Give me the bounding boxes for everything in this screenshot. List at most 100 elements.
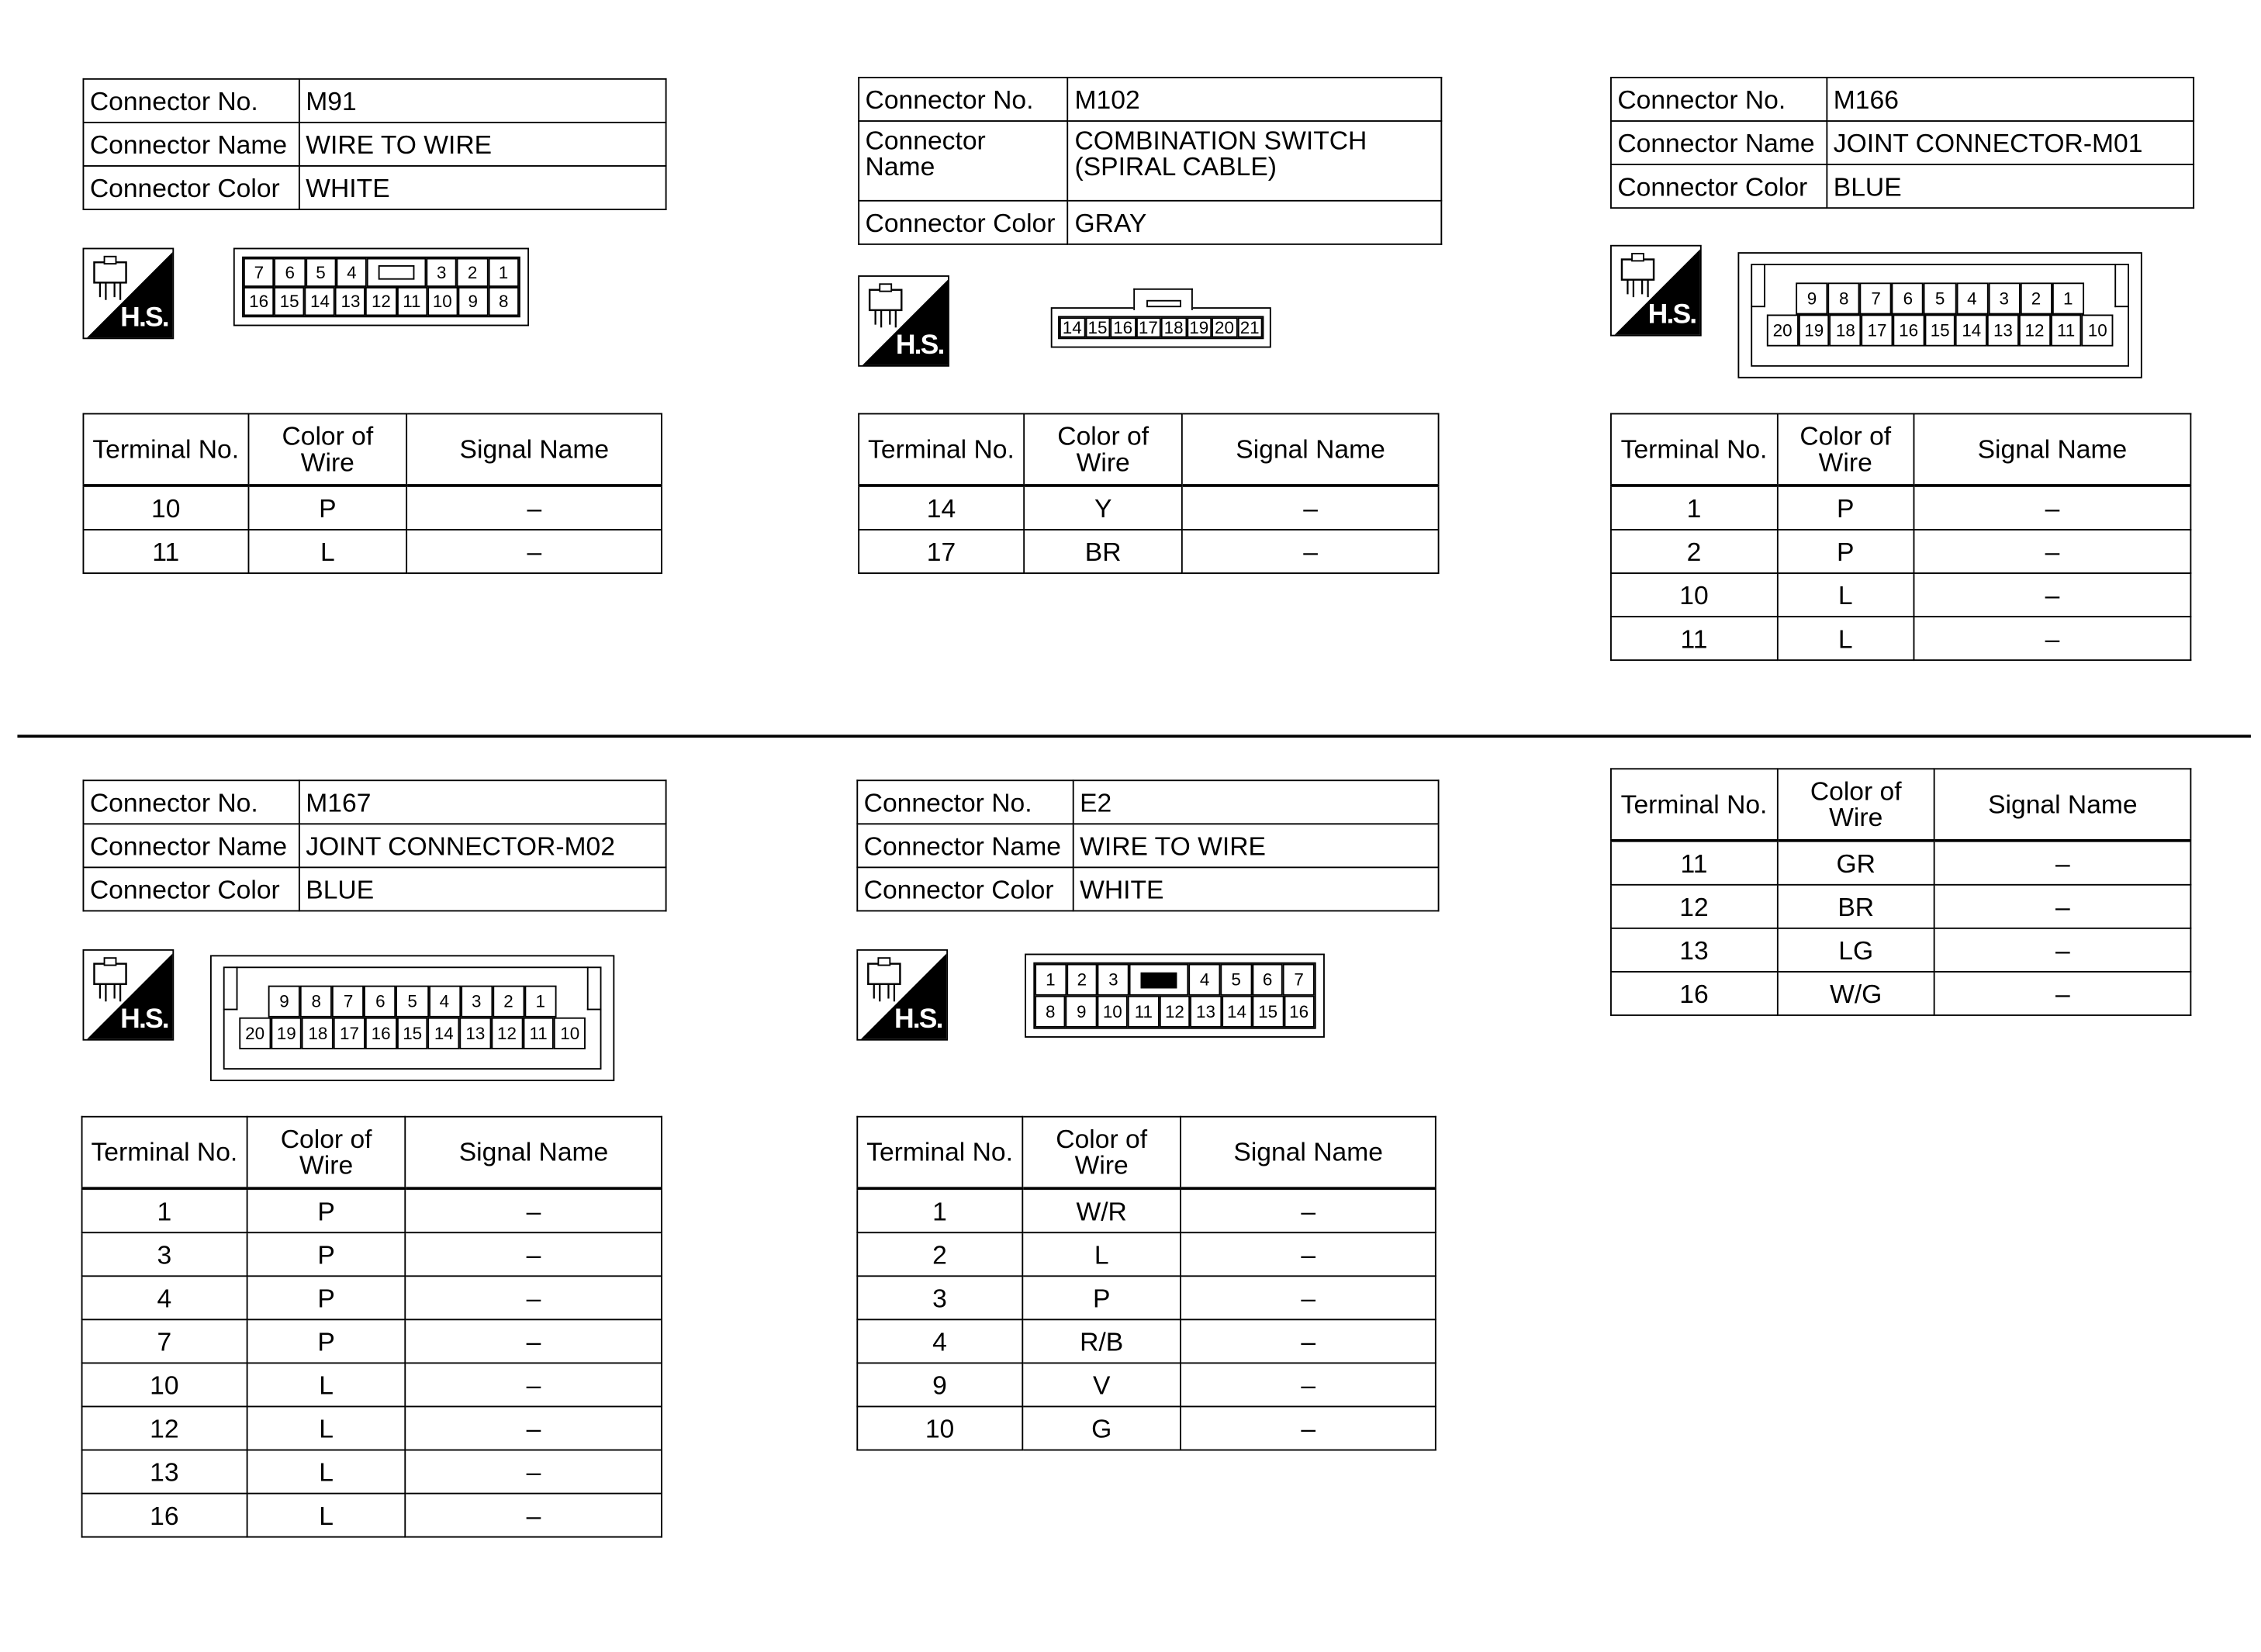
- pin-grid: 9 8 7 6 5 4 3 2 1 20 19 18 17 16 15 14 13 12 11 10: [1766, 282, 2114, 347]
- terminal-row: 3 P –: [81, 1232, 662, 1277]
- pin-cavity: 4: [336, 257, 368, 287]
- info-row: Connector Name WIRE TO WIRE: [856, 823, 1440, 869]
- pin-cavity: 18: [302, 1017, 334, 1049]
- header-terminal-no: Terminal No.: [82, 413, 249, 487]
- terminal-row: 16 L –: [81, 1492, 662, 1538]
- header-terminal-no: Terminal No.: [81, 1115, 248, 1191]
- terminal-row: 9 V –: [856, 1362, 1436, 1408]
- info-value-color: WHITE: [1072, 866, 1440, 912]
- signal-name: –: [1180, 1318, 1436, 1364]
- wire-color: P: [246, 1232, 406, 1277]
- pin-cavity: 8: [1035, 995, 1067, 1028]
- terminal-row: 10 G –: [856, 1405, 1436, 1451]
- terminal-row: 1 W/R –: [856, 1187, 1436, 1234]
- signal-name: –: [405, 1275, 662, 1321]
- terminal-no: 13: [1610, 927, 1779, 973]
- wire-color: L: [246, 1405, 406, 1451]
- terminal-table-header: Terminal No. Color of Wire Signal Name: [1610, 768, 2192, 842]
- harness-side-icon: H.S.: [858, 275, 949, 367]
- terminal-no: 11: [1610, 616, 1779, 662]
- terminal-row: 7 P –: [81, 1318, 662, 1364]
- connector-inner-frame: [1751, 264, 2129, 367]
- pin-cavity: 16: [365, 1017, 397, 1049]
- pin-cavity: 16: [1110, 317, 1136, 338]
- wire-color: L: [246, 1449, 406, 1495]
- info-row: Connector Name WIRE TO WIRE: [82, 121, 667, 167]
- connector-latch: [1751, 264, 1765, 308]
- wire-color: P: [246, 1187, 406, 1234]
- key-cavity: [367, 257, 427, 287]
- wire-color: L: [1776, 616, 1915, 662]
- signal-name: –: [405, 1232, 662, 1277]
- pin-cavity: 8: [1827, 282, 1860, 315]
- pin-cavity: 7: [1283, 963, 1315, 996]
- pin-cavity: 5: [396, 985, 429, 1018]
- pin-cavity: 15: [1252, 995, 1284, 1028]
- info-label: Connector Name: [1610, 120, 1828, 166]
- wire-color: R/B: [1021, 1318, 1182, 1364]
- signal-name: –: [1180, 1275, 1436, 1321]
- pin-cavity: 16: [1283, 995, 1315, 1028]
- key-slot: [1140, 971, 1178, 988]
- header-signal-name: Signal Name: [1180, 1115, 1436, 1191]
- harness-side-icon: H.S.: [1610, 244, 1702, 337]
- terminal-row: 3 P –: [856, 1275, 1436, 1321]
- terminal-no: 17: [858, 529, 1025, 574]
- pin-cavity: 15: [274, 286, 305, 316]
- pin-cavity: 19: [270, 1017, 303, 1049]
- signal-name: –: [1180, 1232, 1436, 1277]
- info-label: Connector Name: [858, 120, 1070, 202]
- section-divider: [17, 734, 2251, 738]
- pin-cavity: 1: [2052, 282, 2084, 315]
- terminal-row: 17 BR –: [858, 529, 1440, 574]
- info-value-no: M167: [298, 779, 667, 825]
- info-value-color: BLUE: [298, 866, 667, 912]
- info-label: Connector Color: [856, 866, 1074, 912]
- hs-label: H.S.: [120, 302, 169, 334]
- info-row: Connector Color BLUE: [82, 866, 667, 912]
- pin-cavity: 5: [1924, 282, 1956, 315]
- signal-name: –: [1913, 572, 2192, 618]
- info-row: Connector No. M167: [82, 779, 667, 825]
- pin-spacer: [556, 986, 586, 1018]
- signal-name: –: [1180, 1405, 1436, 1451]
- info-value-name: WIRE TO WIRE: [1072, 823, 1440, 869]
- signal-name: –: [1934, 839, 2192, 886]
- pin-cavity: 7: [1859, 282, 1893, 315]
- info-row: Connector No. M166: [1610, 77, 2195, 122]
- terminal-row: 4 R/B –: [856, 1318, 1436, 1364]
- pin-row: 20 19 18 17 16 15 14 13 12 11 10: [1766, 314, 2114, 347]
- pin-cavity: 3: [460, 985, 493, 1018]
- info-row: Connector No. E2: [856, 779, 1440, 825]
- info-label: Connector Name: [82, 823, 300, 869]
- pin-cavity: 14: [304, 286, 336, 316]
- terminal-no: 4: [81, 1275, 248, 1321]
- wire-color: L: [246, 1492, 406, 1538]
- connector-info-table: Connector No. M167 Connector Name JOINT CON…: [82, 779, 667, 912]
- pin-cavity: 6: [1892, 282, 1924, 315]
- pin-cavity: 16: [1893, 314, 1924, 347]
- pin-cavity: 15: [1084, 317, 1111, 338]
- terminal-no: 10: [82, 485, 249, 531]
- pin-cavity: 2: [457, 257, 489, 287]
- info-label: Connector No.: [82, 78, 300, 123]
- terminal-table: Terminal No. Color of Wire Signal Name 1 P –2…: [1610, 413, 2192, 662]
- info-row: Connector Name COMBINATION SWITCH (SPIRAL…: [858, 120, 1443, 202]
- terminal-table-header: Terminal No. Color of Wire Signal Name: [1610, 413, 2192, 487]
- pin-cavity: 7: [243, 257, 275, 287]
- pin-cavity: 11: [522, 1017, 555, 1049]
- connector-face-diagram: 7 6 5 4 3 2 1 16 15 14 13 12 11 10 9 8: [233, 247, 530, 327]
- info-value-no: E2: [1072, 779, 1440, 825]
- wire-color: GR: [1776, 839, 1936, 886]
- pin-cavity: 6: [1251, 963, 1284, 996]
- pin-cavity: 8: [300, 985, 333, 1018]
- info-value-name: COMBINATION SWITCH (SPIRAL CABLE): [1067, 120, 1443, 202]
- connector-info-table: Connector No. M91 Connector Name WIRE TO WI…: [82, 78, 667, 210]
- terminal-row: 14 Y –: [858, 485, 1440, 531]
- harness-side-icon: H.S.: [82, 949, 175, 1041]
- pin-cavity: 10: [2081, 314, 2114, 347]
- terminal-no: 1: [1610, 485, 1779, 531]
- pin-cavity: 20: [239, 1017, 271, 1049]
- info-label: Connector No.: [1610, 77, 1828, 122]
